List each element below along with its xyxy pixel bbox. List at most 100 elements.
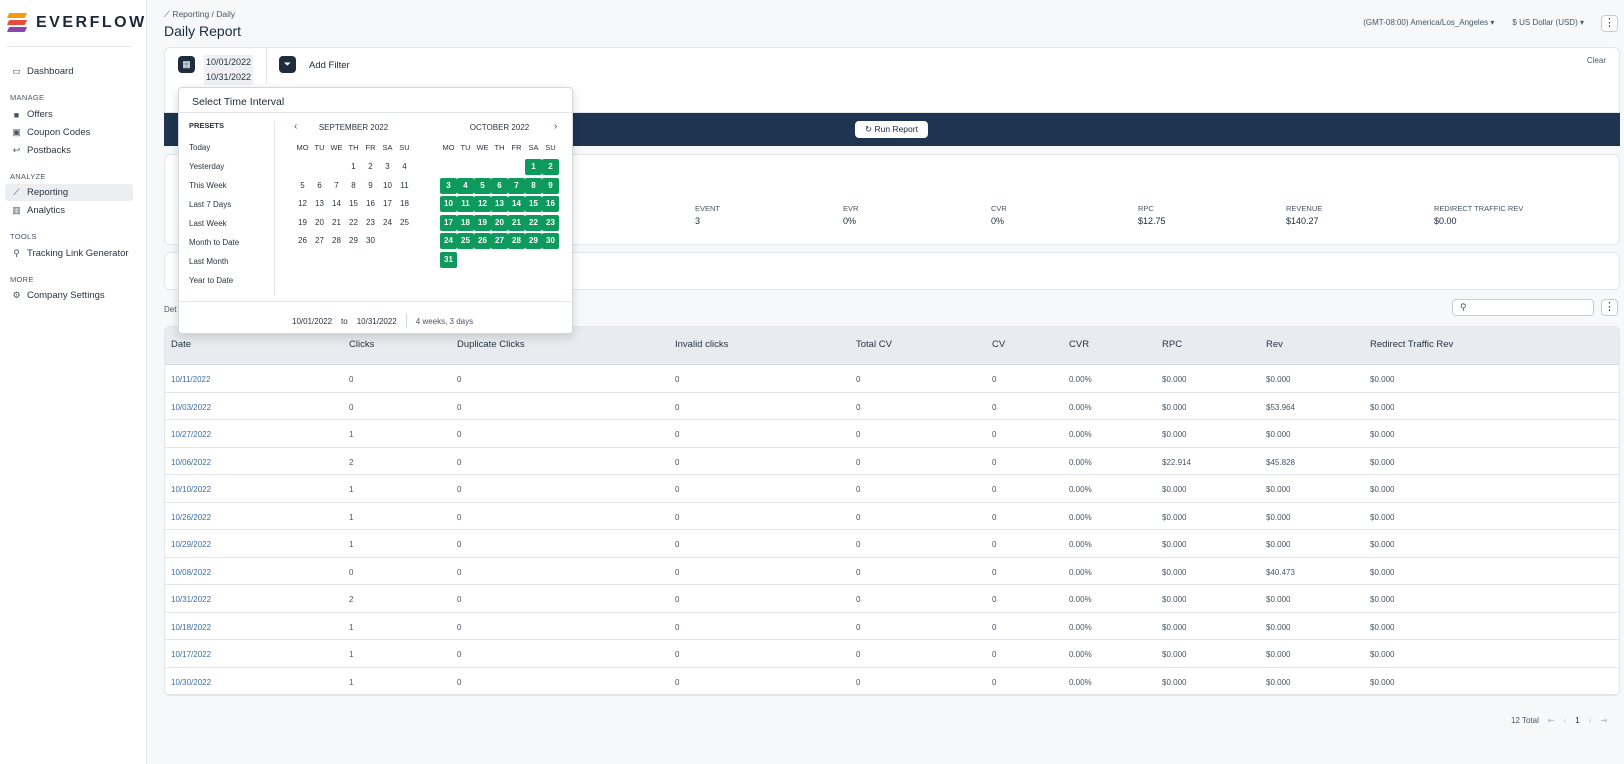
calendar-day[interactable]: 22	[349, 217, 358, 227]
calendar-day[interactable]: 21	[332, 217, 341, 227]
col-total-cv-header[interactable]: Total CV	[856, 339, 892, 350]
date-link[interactable]: 10/18/2022	[171, 622, 212, 632]
date-link[interactable]: 10/30/2022	[171, 677, 212, 687]
calendar-day[interactable]: 3	[385, 162, 390, 171]
calendar-day[interactable]: 18	[457, 214, 474, 231]
preset-last-week[interactable]: Last Week	[189, 219, 227, 228]
calendar-day[interactable]: 2	[368, 162, 373, 171]
currency-select[interactable]: $ US Dollar (USD) ▾	[1512, 18, 1584, 27]
calendar-day[interactable]: 4	[457, 177, 474, 194]
calendar-day[interactable]: 13	[491, 196, 508, 212]
calendar-day[interactable]: 24	[440, 233, 457, 249]
preset-last-7-days[interactable]: Last 7 Days	[189, 200, 232, 209]
date-link[interactable]: 10/26/2022	[171, 512, 212, 522]
date-link[interactable]: 10/17/2022	[171, 650, 212, 659]
calendar-day[interactable]: 14	[508, 196, 525, 212]
calendar-day[interactable]: 12	[298, 199, 307, 208]
date-link[interactable]: 10/03/2022	[171, 402, 212, 412]
calendar-day[interactable]: 28	[508, 233, 525, 249]
date-link[interactable]: 10/29/2022	[171, 540, 212, 549]
add-filter-icon-button[interactable]: ⏷	[279, 56, 296, 73]
header-menu-button[interactable]: ⋮	[1601, 15, 1618, 32]
date-link[interactable]: 10/06/2022	[171, 457, 212, 467]
calendar-day[interactable]: 23	[542, 214, 559, 231]
calendar-day[interactable]: 15	[349, 199, 358, 208]
calendar-day[interactable]: 10	[383, 180, 392, 190]
calendar-day[interactable]: 6	[317, 180, 322, 190]
calendar-day[interactable]: 29	[349, 236, 358, 245]
sidebar-item-postbacks[interactable]: ↩ Postbacks	[5, 142, 133, 159]
sidebar-item-dashboard[interactable]: ▭ Dashboard	[5, 63, 133, 80]
date-link[interactable]: 10/31/2022	[171, 595, 212, 604]
calendar-day[interactable]: 27	[315, 236, 324, 245]
last-page-button[interactable]: ⇥	[1600, 716, 1608, 725]
calendar-day[interactable]: 16	[542, 196, 559, 212]
preset-month-to-date[interactable]: Month to Date	[189, 238, 240, 247]
calendar-day[interactable]: 15	[525, 196, 542, 212]
breadcrumb[interactable]: ⟋ Reporting / Daily	[164, 9, 236, 19]
col-rev-header[interactable]: Rev	[1266, 339, 1283, 350]
date-link[interactable]: 10/27/2022	[171, 430, 212, 439]
calendar-day[interactable]: 13	[315, 199, 324, 208]
calendar-day[interactable]: 1	[525, 159, 542, 175]
calendar-day[interactable]: 19	[474, 214, 491, 231]
col-clicks-header[interactable]: Clicks	[349, 339, 375, 350]
calendar-day[interactable]: 29	[525, 233, 542, 249]
current-page[interactable]: 1	[1575, 716, 1580, 725]
calendar-day[interactable]: 17	[383, 199, 392, 208]
calendar-day[interactable]: 4	[402, 162, 407, 171]
sidebar-item-tracking-link-generator[interactable]: ⚲ Tracking Link Generator	[5, 245, 133, 262]
calendar-day[interactable]: 9	[542, 177, 559, 194]
calendar-day[interactable]: 10	[440, 196, 457, 212]
calendar-day[interactable]: 18	[400, 199, 409, 208]
clear-button[interactable]: Clear	[1586, 56, 1606, 65]
calendar-day[interactable]: 25	[400, 217, 409, 227]
col-redirect-traffic-rev-header[interactable]: Redirect Traffic Rev	[1370, 339, 1454, 350]
calendar-day[interactable]: 20	[315, 217, 324, 227]
col-cv-header[interactable]: CV	[992, 339, 1006, 350]
calendar-day[interactable]: 5	[474, 177, 491, 194]
col-cvr-header[interactable]: CVR	[1069, 339, 1090, 350]
preset-last-month[interactable]: Last Month	[189, 257, 229, 266]
date-link[interactable]: 10/08/2022	[171, 567, 212, 577]
calendar-day[interactable]: 24	[383, 217, 392, 227]
table-menu-button[interactable]: ⋮	[1601, 299, 1618, 316]
next-month-button[interactable]: ›	[554, 121, 558, 132]
calendar-day[interactable]: 23	[366, 217, 375, 227]
sidebar-item-reporting[interactable]: ⟋ Reporting	[5, 184, 133, 201]
calendar-day[interactable]: 30	[542, 233, 559, 249]
col-invalid-clicks-header[interactable]: Invalid clicks	[675, 339, 729, 350]
sidebar-item-analytics[interactable]: ▥ Analytics	[5, 202, 133, 219]
col-rpc-header[interactable]: RPC	[1162, 339, 1183, 350]
calendar-day[interactable]: 12	[474, 196, 491, 212]
calendar-day[interactable]: 16	[366, 199, 375, 208]
calendar-day[interactable]: 9	[368, 180, 373, 190]
calendar-day[interactable]: 6	[491, 177, 508, 194]
calendar-button[interactable]: ▦	[178, 56, 195, 73]
calendar-day[interactable]: 11	[457, 196, 474, 212]
search-input[interactable]: ⚲	[1452, 299, 1594, 316]
col-duplicate-clicks-header[interactable]: Duplicate Clicks	[457, 339, 525, 350]
calendar-day[interactable]: 28	[332, 236, 341, 245]
run-report-button[interactable]: ↻ Run Report	[855, 121, 928, 138]
preset-this-week[interactable]: This Week	[189, 181, 227, 190]
calendar-day[interactable]: 22	[525, 214, 542, 231]
calendar-day[interactable]: 19	[298, 217, 307, 227]
timezone-select[interactable]: (GMT-08:00) America/Los_Angeles ▾	[1363, 18, 1495, 27]
calendar-day[interactable]: 8	[351, 180, 356, 190]
calendar-day[interactable]: 8	[525, 177, 542, 194]
calendar-day[interactable]: 27	[491, 233, 508, 249]
prev-page-button[interactable]: ‹	[1563, 716, 1567, 725]
calendar-day[interactable]: 14	[332, 199, 341, 208]
next-page-button[interactable]: ›	[1588, 716, 1592, 725]
calendar-day[interactable]: 5	[300, 180, 305, 190]
col-date-header[interactable]: Date	[171, 339, 192, 350]
calendar-day[interactable]: 17	[440, 214, 457, 231]
sidebar-item-offers[interactable]: ■ Offers	[5, 106, 133, 123]
calendar-day[interactable]: 1	[351, 162, 356, 171]
preset-yesterday[interactable]: Yesterday	[189, 162, 225, 171]
first-page-button[interactable]: ⇤	[1547, 716, 1555, 725]
logo[interactable]: EVERFLOW	[6, 12, 147, 34]
prev-month-button[interactable]: ‹	[294, 121, 298, 132]
calendar-day[interactable]: 2	[542, 159, 559, 175]
